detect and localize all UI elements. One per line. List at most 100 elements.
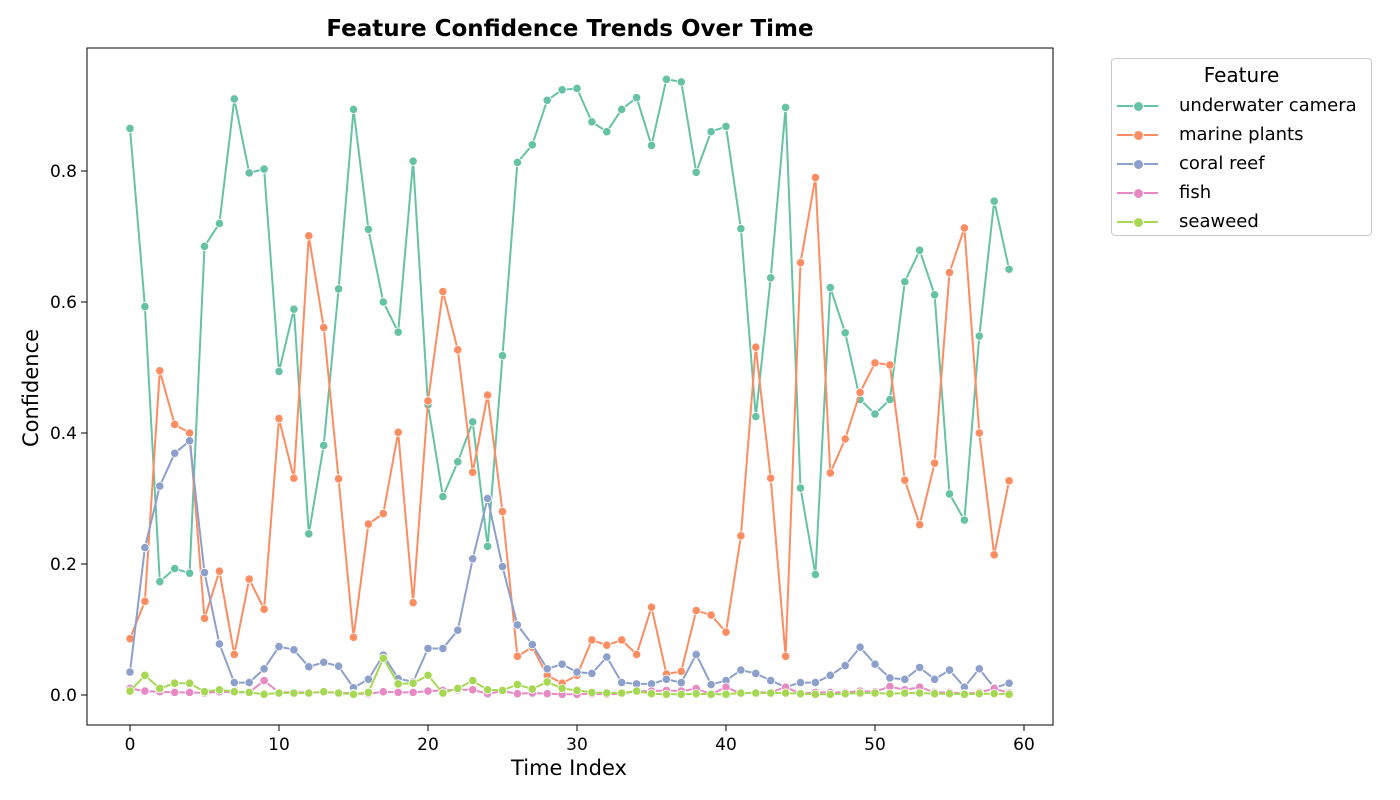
- data-point: [855, 688, 865, 698]
- data-point: [795, 258, 806, 268]
- data-point: [587, 687, 597, 697]
- data-point: [274, 688, 284, 698]
- legend-title: Feature: [1203, 63, 1280, 87]
- data-point: [438, 688, 448, 698]
- data-point: [751, 688, 761, 698]
- y-axis-label: Confidence: [19, 329, 43, 447]
- data-point: [155, 577, 165, 587]
- data-point: [378, 687, 388, 697]
- legend-label: coral reef: [1179, 153, 1265, 174]
- data-point: [214, 566, 224, 576]
- data-point: [989, 689, 999, 699]
- data-point: [825, 689, 835, 699]
- data-point: [676, 677, 686, 688]
- plot-frame: [86, 47, 1054, 726]
- data-point: [482, 493, 493, 504]
- series-seaweed: [125, 653, 1014, 699]
- data-point: [1004, 689, 1014, 699]
- data-point: [631, 649, 642, 659]
- data-point: [617, 688, 627, 698]
- data-point: [706, 679, 716, 690]
- data-point: [170, 563, 180, 574]
- data-point: [497, 562, 508, 572]
- data-point: [393, 327, 403, 337]
- data-point: [885, 394, 895, 405]
- chart-title: Feature Confidence Trends Over Time: [326, 16, 814, 42]
- x-axis: 0 10 20 30 40 50 60: [125, 725, 1035, 755]
- y-tick-label: 0.4: [50, 424, 77, 444]
- data-point: [736, 688, 746, 698]
- data-point: [572, 667, 582, 677]
- data-point: [602, 688, 612, 698]
- data-point: [617, 635, 627, 645]
- data-point: [676, 689, 686, 699]
- data-point: [274, 413, 284, 424]
- data-point: [557, 659, 567, 669]
- data-point: [885, 673, 895, 683]
- data-point: [542, 689, 552, 699]
- data-point: [259, 664, 269, 674]
- data-point: [721, 121, 731, 132]
- data-point: [870, 358, 880, 368]
- data-point: [199, 567, 210, 578]
- data-point: [661, 74, 672, 84]
- data-point: [378, 297, 388, 307]
- data-point: [766, 473, 776, 483]
- legend: Feature underwater camera marine plants co…: [1111, 58, 1372, 236]
- data-point: [900, 688, 910, 698]
- legend-item: seaweed: [1112, 207, 1371, 236]
- data-point: [289, 473, 299, 483]
- data-point: [825, 282, 835, 293]
- data-point: [795, 689, 806, 699]
- data-point: [810, 677, 821, 688]
- legend-item: fish: [1112, 178, 1371, 207]
- data-point: [453, 625, 463, 635]
- data-point: [915, 662, 925, 673]
- data-point: [691, 689, 701, 699]
- legend-item: coral reef: [1112, 149, 1371, 178]
- data-point: [140, 670, 150, 680]
- data-point: [468, 467, 478, 477]
- data-point: [900, 277, 910, 287]
- x-tick-label: 60: [1013, 735, 1035, 755]
- data-point: [363, 687, 373, 697]
- data-point: [229, 677, 239, 688]
- data-point: [646, 140, 657, 151]
- data-point: [810, 689, 821, 699]
- data-point: [885, 360, 895, 370]
- data-point: [989, 550, 999, 560]
- data-point: [587, 668, 597, 678]
- data-point: [915, 245, 925, 255]
- data-point: [185, 687, 195, 697]
- data-point: [780, 688, 791, 698]
- data-point: [482, 390, 493, 400]
- data-point: [348, 104, 359, 115]
- data-point: [140, 596, 150, 606]
- data-point: [229, 649, 239, 659]
- data-point: [855, 642, 865, 652]
- data-point: [691, 167, 701, 177]
- x-tick-label: 40: [715, 735, 737, 755]
- data-point: [557, 85, 567, 95]
- data-point: [333, 688, 344, 698]
- data-point: [408, 156, 418, 166]
- data-point: [170, 678, 180, 688]
- data-point: [304, 688, 314, 698]
- series-line: [129, 438, 1010, 690]
- x-tick-label: 50: [864, 735, 886, 755]
- y-tick-label: 0.0: [50, 686, 77, 706]
- legend-marker-icon: [1117, 129, 1158, 141]
- data-point: [810, 569, 821, 580]
- data-point: [646, 689, 657, 699]
- data-point: [512, 679, 523, 690]
- data-point: [453, 345, 463, 355]
- data-point: [453, 457, 463, 467]
- legend-label: marine plants: [1179, 124, 1304, 145]
- data-point: [1004, 264, 1014, 274]
- data-point: [304, 662, 314, 672]
- data-point: [378, 508, 388, 519]
- data-point: [1004, 476, 1014, 486]
- data-point: [304, 231, 314, 241]
- data-point: [393, 679, 403, 689]
- data-point: [989, 196, 999, 206]
